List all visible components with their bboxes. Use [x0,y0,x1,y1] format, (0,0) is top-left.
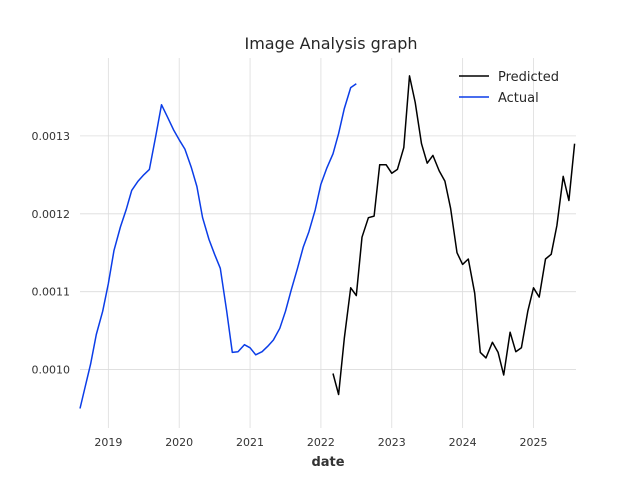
grid-lines [80,58,576,428]
legend-label-predicted: Predicted [498,70,559,85]
x-tick-label: 2019 [94,436,122,449]
x-tick-label: 2021 [236,436,264,449]
x-tick-label: 2024 [449,436,477,449]
tick-labels: 2019 2020 2021 2022 2023 2024 2025 0.0010 0.0011… [32,130,548,449]
y-tick-label: 0.0012 [32,208,71,221]
legend: Predicted Actual [459,70,559,106]
x-tick-label: 2022 [307,436,335,449]
series-line-actual [79,83,357,409]
series-line-predicted [332,75,576,396]
series-lines [79,75,576,409]
x-tick-label: 2023 [378,436,406,449]
x-axis-label: date [311,455,344,470]
legend-label-actual: Actual [498,91,539,106]
x-tick-label: 2025 [519,436,547,449]
y-tick-label: 0.0011 [32,286,71,299]
chart-title: Image Analysis graph [244,34,417,53]
y-tick-label: 0.0010 [32,364,71,377]
y-tick-label: 0.0013 [32,130,71,143]
x-tick-label: 2020 [165,436,193,449]
